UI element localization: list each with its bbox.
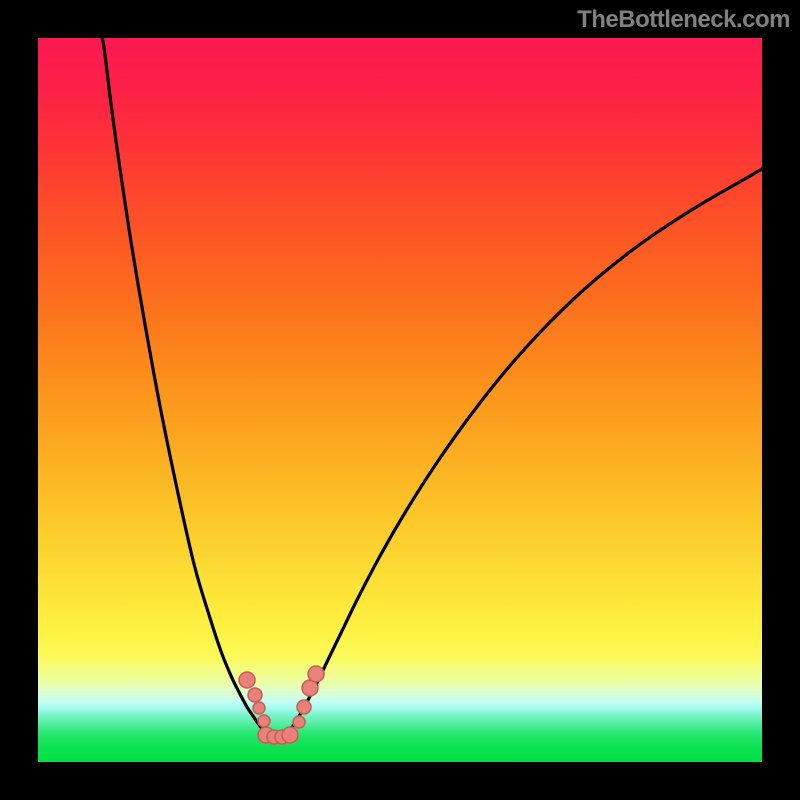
data-marker bbox=[258, 715, 270, 727]
markers-group bbox=[239, 666, 324, 744]
watermark-text: TheBottleneck.com bbox=[577, 6, 790, 34]
chart-container: TheBottleneck.com bbox=[0, 0, 800, 800]
data-marker bbox=[293, 716, 305, 728]
data-marker bbox=[248, 688, 262, 702]
bottleneck-curve bbox=[102, 38, 267, 735]
data-marker bbox=[282, 727, 298, 743]
bottleneck-curve bbox=[286, 169, 762, 735]
data-marker bbox=[253, 702, 265, 714]
curves-layer bbox=[38, 38, 762, 762]
plot-area bbox=[38, 38, 762, 762]
data-marker bbox=[308, 666, 324, 682]
data-marker bbox=[297, 700, 311, 714]
data-marker bbox=[239, 672, 255, 688]
